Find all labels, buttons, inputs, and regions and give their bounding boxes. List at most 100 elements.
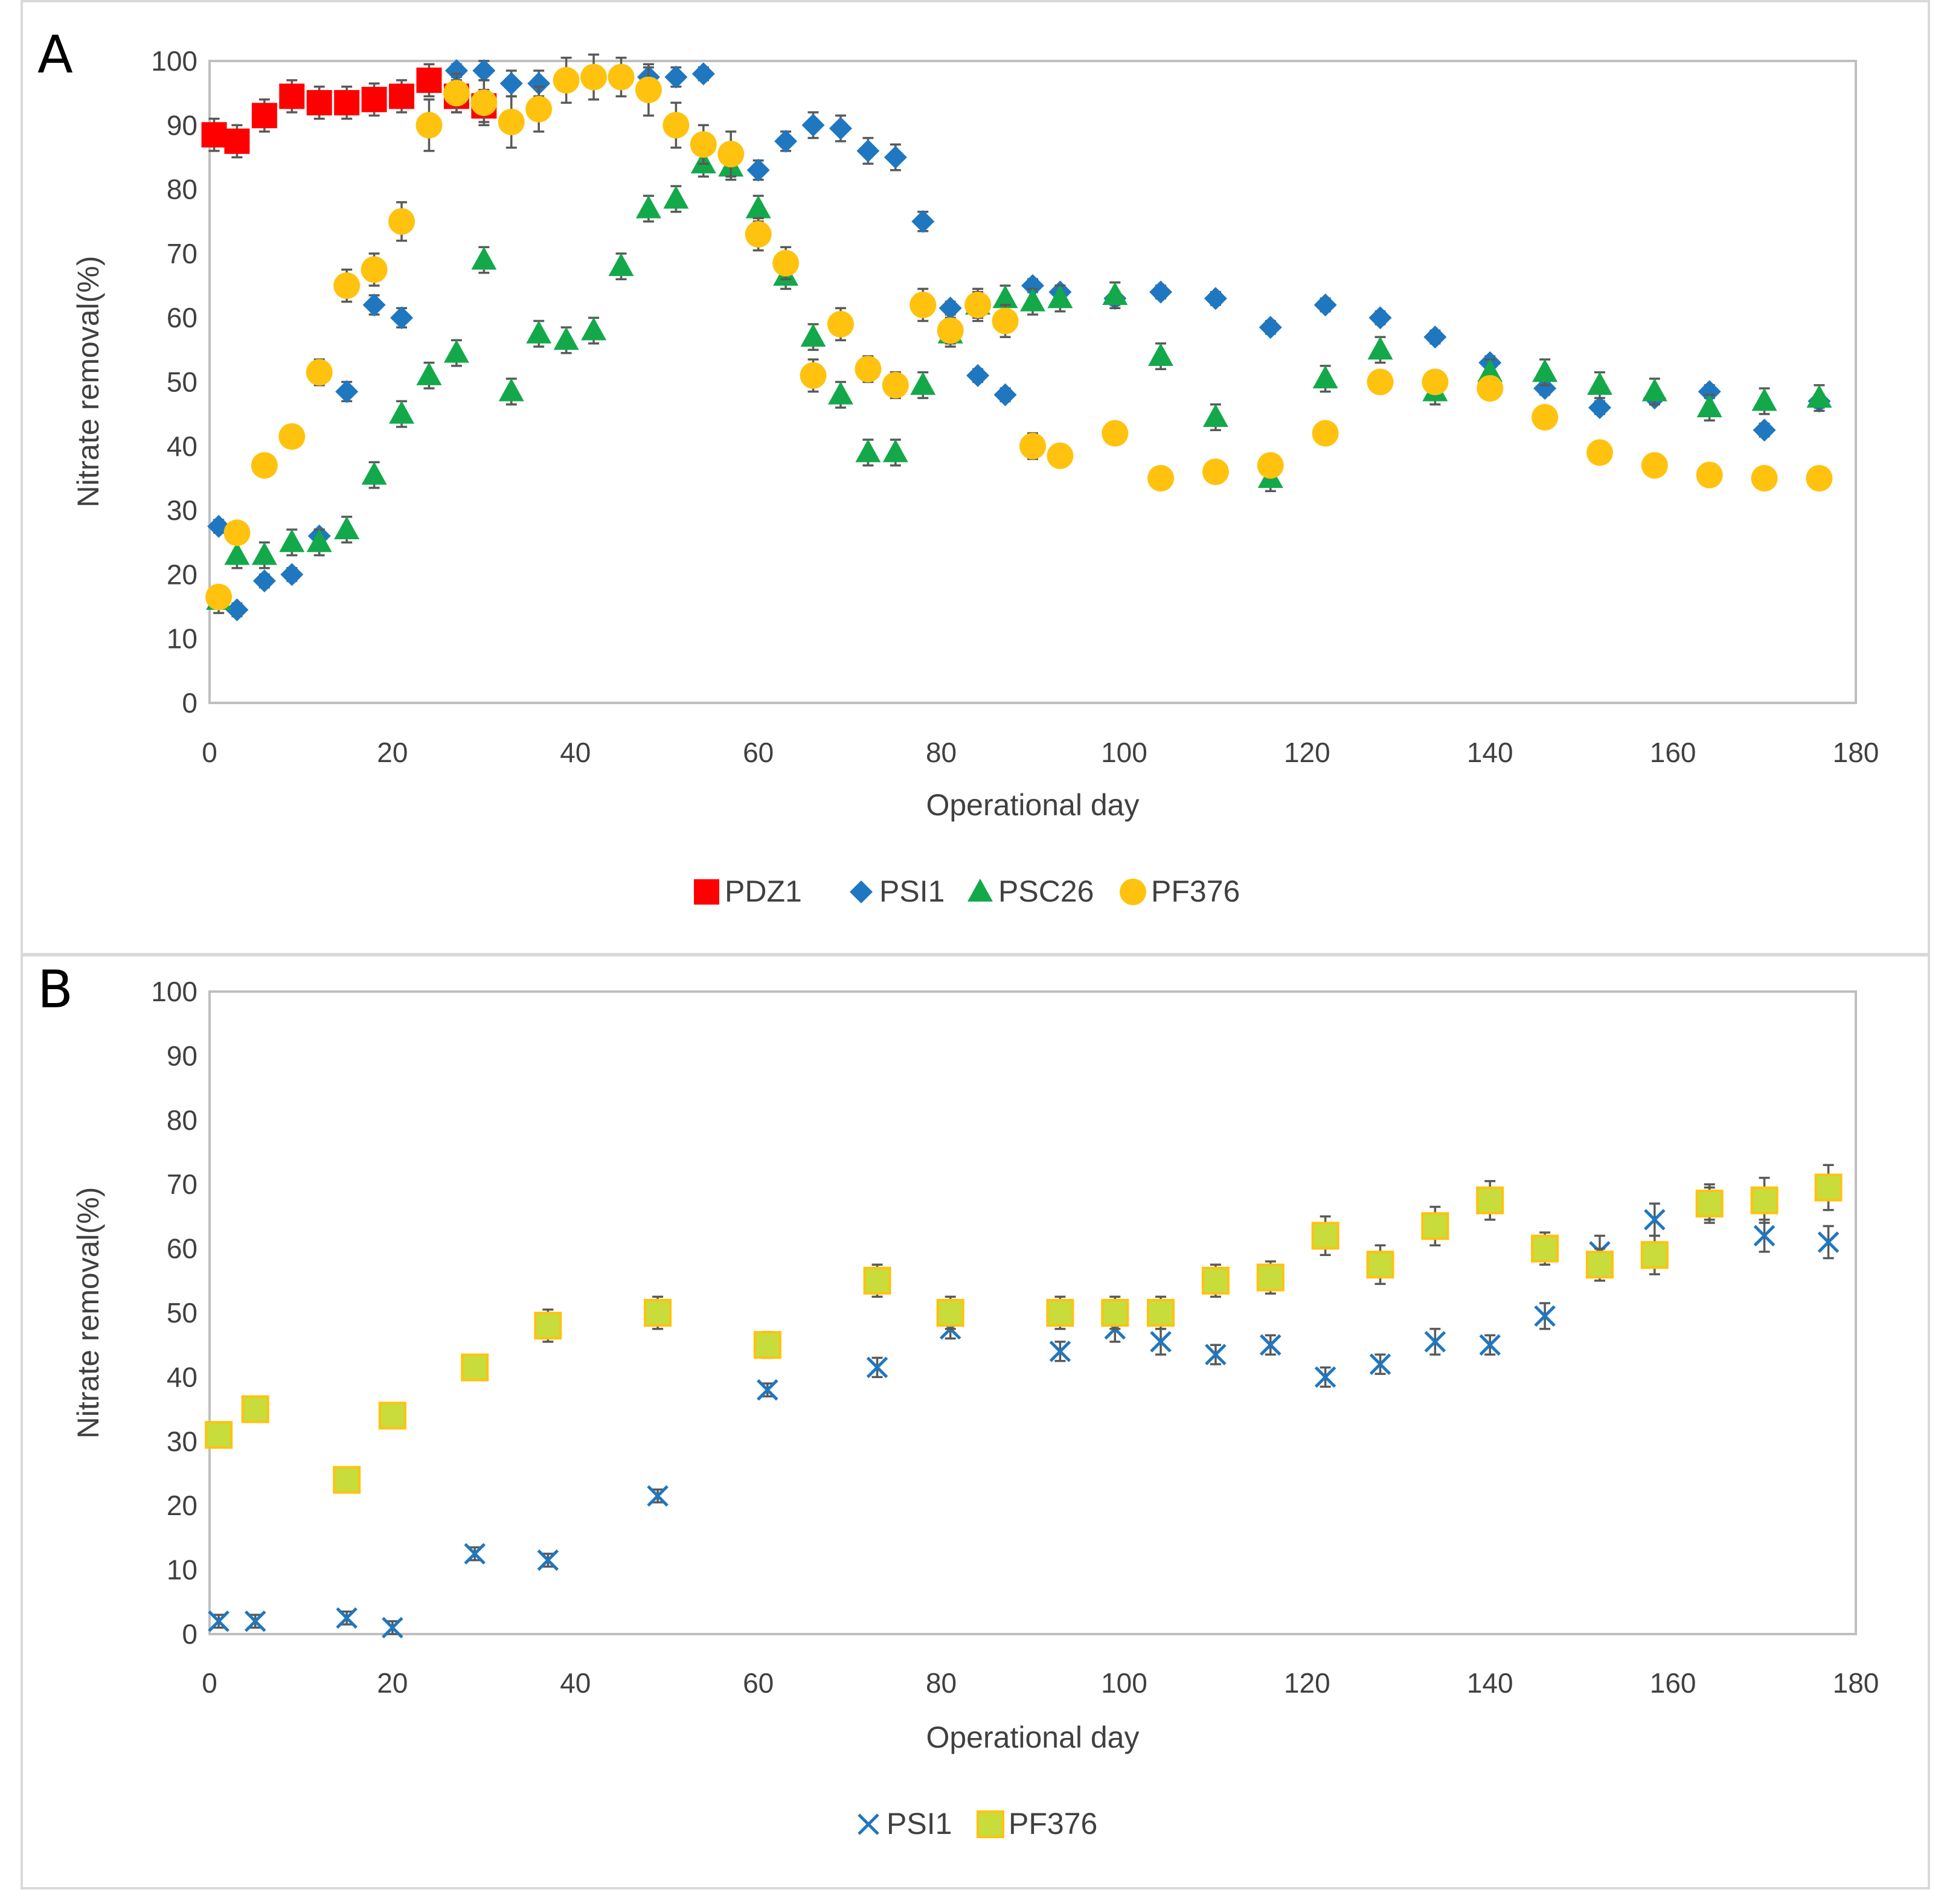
panel-b-y-tick-label: 20 bbox=[167, 1490, 197, 1521]
panel-a-y-tick-label: 30 bbox=[167, 495, 197, 526]
panel-a-pf376-point bbox=[525, 95, 553, 123]
panel-b-y-axis-title: Nitrate removal(%) bbox=[71, 1187, 105, 1439]
panel-a-legend-psi1-label: PSI1 bbox=[879, 874, 945, 908]
panel-b-legend-pf376-label: PF376 bbox=[1009, 1807, 1097, 1841]
panel-a-psc26-point bbox=[635, 195, 661, 219]
panel-b-psi1-point bbox=[336, 1607, 358, 1629]
panel-b-x-tick-label: 80 bbox=[926, 1667, 957, 1699]
panel-b-psi1-point bbox=[464, 1543, 486, 1565]
panel-b-pf376-point bbox=[534, 1312, 562, 1340]
panel-a-y-tick-label: 70 bbox=[167, 238, 197, 269]
panel-a-y-tick-label: 10 bbox=[167, 623, 197, 655]
panel-a-pf376-point bbox=[1806, 464, 1833, 492]
panel-a-x-tick-label: 160 bbox=[1650, 737, 1696, 768]
panel-a-psi1-point bbox=[335, 380, 359, 403]
panel-b-psi1-point bbox=[757, 1379, 778, 1401]
panel-a-legend-pf376-marker bbox=[1120, 879, 1146, 905]
panel-a-pf376-point bbox=[1696, 461, 1723, 489]
panel-b-psi1-point bbox=[1644, 1208, 1666, 1231]
panel-b-x-tick-label: 140 bbox=[1467, 1667, 1513, 1699]
panel-a-psc26-point bbox=[251, 542, 277, 565]
panel-a-pf376-point bbox=[580, 63, 608, 91]
panel-b-pf376-point bbox=[1256, 1263, 1285, 1292]
panel-a-pf376-point bbox=[745, 221, 772, 248]
panel-a-x-tick-label: 20 bbox=[377, 737, 408, 768]
panel-a-pf376-point bbox=[388, 208, 415, 235]
panel-a-psi1-point bbox=[280, 563, 304, 586]
panel-a-x-ticks: 0 20 40 60 80 100 120 140 160 180 bbox=[202, 737, 1879, 768]
panel-a-psi1-point bbox=[966, 364, 990, 387]
panel-a-pf376-point bbox=[1147, 464, 1175, 492]
panel-a-psi1-point bbox=[472, 59, 496, 82]
panel-b-x-tick-label: 120 bbox=[1284, 1667, 1330, 1699]
panel-a: A 0 10 20 30 40 50 60 70 80 90 100 0 20 40 60 80 100 120… bbox=[21, 0, 1930, 955]
panel-b-x-tick-label: 0 bbox=[202, 1667, 217, 1699]
panel-a-markers bbox=[201, 53, 1833, 621]
panel-b-y-tick-label: 100 bbox=[151, 976, 197, 1007]
panel-b-frame bbox=[21, 954, 1930, 1890]
panel-a-pf376-point bbox=[306, 359, 333, 386]
panel-b-label: B bbox=[37, 960, 73, 1020]
panel-a-pdz1-point bbox=[279, 83, 305, 109]
panel-a-psi1-point bbox=[993, 383, 1017, 406]
panel-a-psc26-point bbox=[1202, 403, 1228, 427]
panel-a-psc26-point bbox=[882, 439, 908, 463]
panel-a-x-tick-label: 100 bbox=[1101, 737, 1147, 768]
panel-a-x-tick-label: 60 bbox=[743, 737, 774, 768]
panel-a-pdz1-point bbox=[334, 90, 360, 116]
panel-b-pf376-point bbox=[1101, 1299, 1129, 1327]
panel-b-pf376-point bbox=[378, 1402, 406, 1430]
panel-b-y-tick-label: 50 bbox=[167, 1297, 197, 1329]
panel-a-psi1-point bbox=[1314, 293, 1337, 316]
panel-a-pdz1-point bbox=[251, 103, 277, 129]
panel-a-legend-pdz1-marker bbox=[694, 879, 719, 905]
panel-a-pf376-point bbox=[937, 317, 964, 344]
panel-a-pf376-point bbox=[827, 310, 854, 338]
panel-b-x-ticks: 0 20 40 60 80 100 120 140 160 180 bbox=[202, 1667, 1879, 1699]
panel-a-psc26-point bbox=[334, 516, 360, 539]
panel-a-pdz1-point bbox=[416, 67, 442, 93]
panel-b-pf376-point bbox=[461, 1353, 489, 1382]
panel-a-pf376-point bbox=[635, 76, 662, 103]
panel-a-pf376-point bbox=[1102, 420, 1129, 447]
panel-b-psi1-point bbox=[537, 1549, 559, 1571]
panel-b-x-tick-label: 180 bbox=[1833, 1667, 1879, 1699]
panel-a-psi1-point bbox=[856, 139, 880, 162]
panel-a-y-tick-label: 0 bbox=[182, 687, 197, 719]
panel-a-x-tick-label: 80 bbox=[926, 737, 957, 768]
panel-a-pf376-point bbox=[1532, 403, 1559, 431]
panel-a-y-tick-label: 50 bbox=[167, 367, 197, 398]
panel-a-label: A bbox=[37, 25, 73, 85]
panel-a-psc26-point bbox=[416, 362, 442, 385]
panel-b: B 0 10 20 30 40 50 60 70 80 90 100 0 20 40 60 80 100 120… bbox=[21, 954, 1930, 1890]
panel-a-pf376-point bbox=[498, 108, 525, 135]
panel-b-pf376-point bbox=[753, 1331, 781, 1359]
panel-a-x-tick-label: 140 bbox=[1467, 737, 1513, 768]
panel-a-psi1-point bbox=[225, 598, 249, 621]
panel-a-x-tick-label: 40 bbox=[560, 737, 591, 768]
panel-a-pf376-point bbox=[608, 63, 635, 91]
panel-a-psi1-point bbox=[1698, 380, 1721, 403]
panel-a-pf376-point bbox=[1312, 420, 1339, 447]
panel-a-x-tick-label: 0 bbox=[202, 737, 217, 768]
panel-a-psc26-point bbox=[855, 439, 881, 463]
panel-b-pf376-point bbox=[936, 1299, 964, 1327]
panel-a-pf376-point bbox=[205, 583, 233, 611]
panel-a-pf376-point bbox=[223, 519, 251, 547]
panel-a-pf376-point bbox=[909, 291, 937, 318]
panel-a-psi1-point bbox=[1533, 377, 1557, 400]
panel-a-psi1-point bbox=[829, 117, 852, 140]
panel-b-legend-psi1-label: PSI1 bbox=[887, 1807, 952, 1841]
panel-a-pf376-point bbox=[333, 272, 361, 300]
panel-a-pf376-point bbox=[470, 89, 498, 117]
panel-a-legend-psc26-marker bbox=[967, 879, 993, 902]
panel-a-psc26-point bbox=[1148, 342, 1174, 366]
panel-b-legend-pf376-marker bbox=[977, 1810, 1004, 1838]
panel-a-psi1-point bbox=[527, 72, 551, 95]
panel-a-psc26-point bbox=[306, 529, 332, 553]
panel-a-psc26-point bbox=[1586, 371, 1612, 395]
panel-a-pdz1-point bbox=[201, 122, 227, 148]
panel-a-pf376-point bbox=[800, 362, 827, 389]
panel-b-psi1-point bbox=[1479, 1334, 1501, 1356]
panel-b-pf376-point bbox=[1366, 1251, 1394, 1279]
